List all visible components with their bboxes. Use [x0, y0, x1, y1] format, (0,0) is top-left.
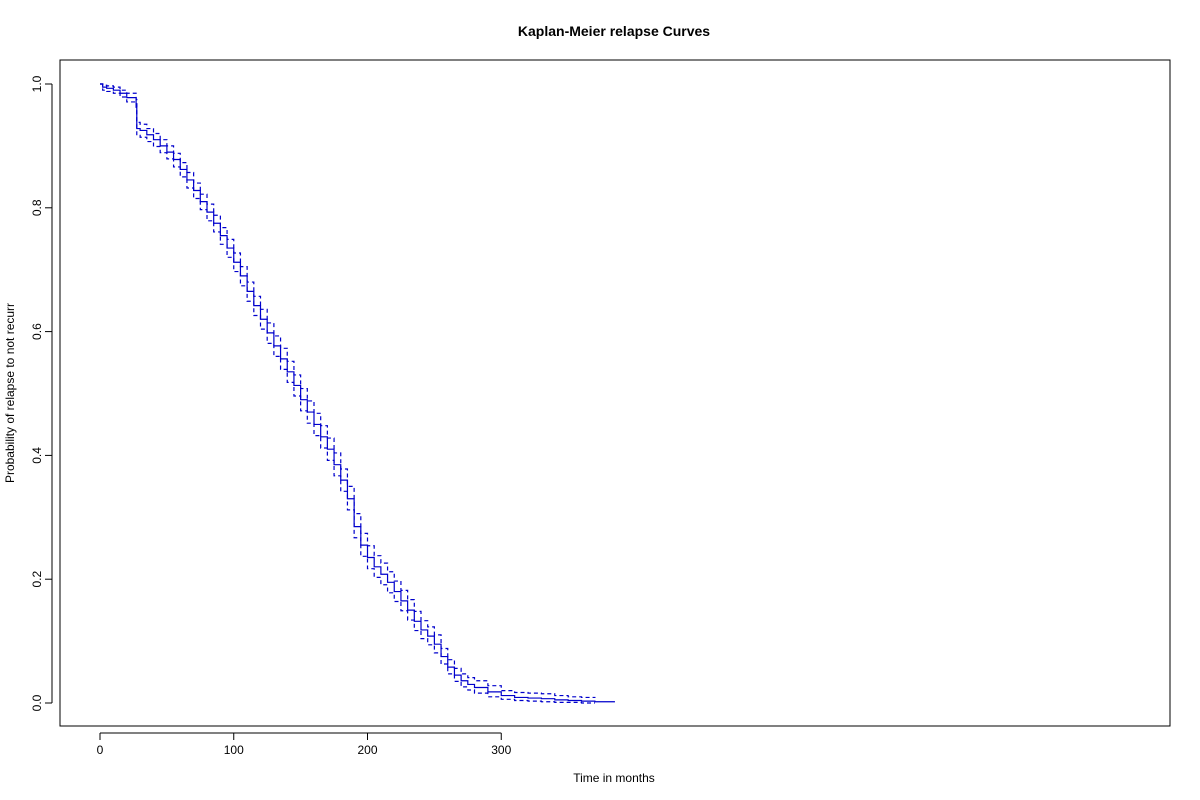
y-tick-label: 0.2 [30, 571, 44, 588]
x-axis: 0 100 200 300 [97, 732, 512, 757]
km-estimate-line [100, 83, 615, 703]
y-tick-label: 0.4 [30, 447, 44, 464]
y-tick-label: 0.8 [30, 199, 44, 216]
y-axis: 0.0 0.2 0.4 0.6 0.8 1.0 [30, 75, 53, 711]
plot-frame [59, 59, 1171, 727]
series-layer [100, 83, 615, 704]
x-tick-label: 0 [97, 743, 104, 757]
y-tick-label: 1.0 [30, 75, 44, 92]
x-tick-label: 100 [224, 743, 244, 757]
y-tick-label: 0.0 [30, 694, 44, 711]
chart-title: Kaplan-Meier relapse Curves [518, 23, 710, 39]
y-tick-label: 0.6 [30, 323, 44, 340]
x-tick-label: 300 [491, 743, 511, 757]
y-axis-label: Probability of relapse to not recurr [3, 303, 17, 483]
km-lower-95-ci-line [100, 83, 595, 704]
x-axis-label: Time in months [573, 771, 655, 785]
km-upper-95-ci-line [100, 83, 596, 699]
x-tick-label: 200 [357, 743, 377, 757]
